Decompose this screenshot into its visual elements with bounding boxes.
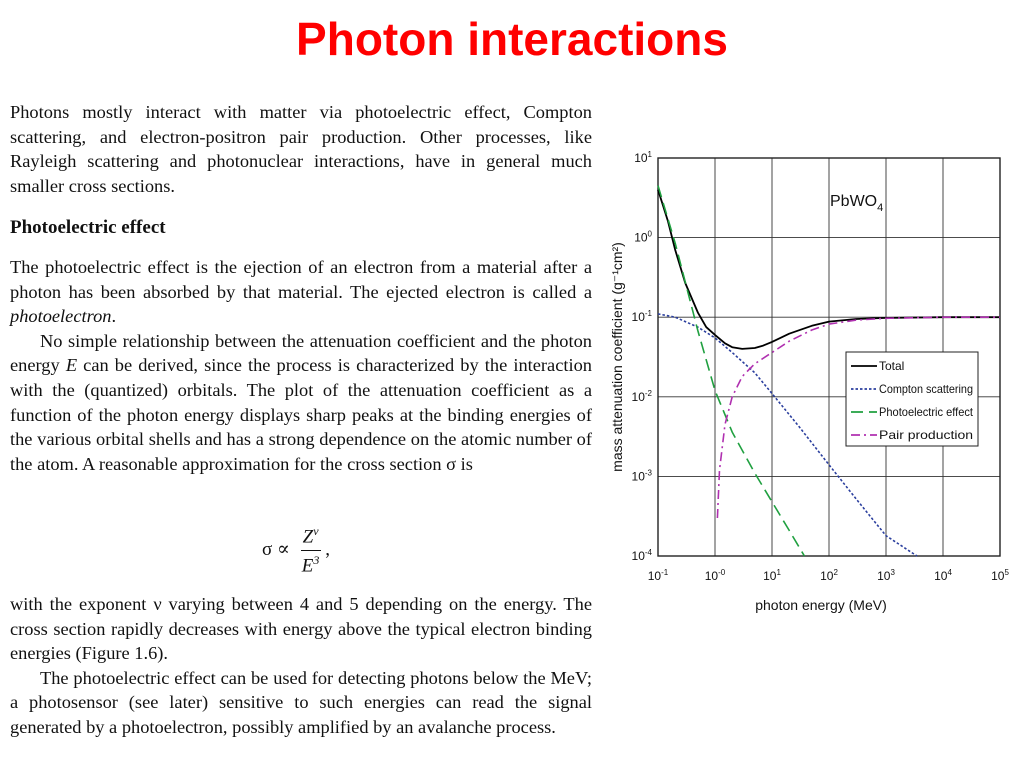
x-tick-label: 102 <box>820 568 838 583</box>
body-text-after: with the exponent ν varying between 4 an… <box>10 592 592 740</box>
y-tick-label: 101 <box>634 150 652 165</box>
paragraph-1: The photoelectric effect is the ejection… <box>10 255 592 329</box>
legend-entry: Compton scattering <box>879 382 973 396</box>
plot-frame <box>657 157 1001 557</box>
formula-denominator: E3 <box>301 553 320 577</box>
section-heading: Photoelectric effect <box>10 217 166 239</box>
legend-entry: Pair production <box>879 428 973 442</box>
body-text: Photons mostly interact with matter via … <box>10 100 592 476</box>
attenuation-chart: 10-1 10-0 101 102 103 104 105 101 100 10-1 10-2 10-… <box>609 150 1009 613</box>
x-tick-label: 104 <box>934 568 952 583</box>
p2-emphasis: E <box>65 355 78 376</box>
p1-emphasis: photoelectron <box>10 306 112 327</box>
y-tick-label: 10-2 <box>632 389 653 404</box>
paragraph-3: with the exponent ν varying between 4 an… <box>10 594 592 664</box>
formula-numerator: Zν <box>300 524 321 552</box>
paragraph-2: No simple relationship between the atten… <box>10 329 592 477</box>
y-tick-label: 10-3 <box>632 468 653 483</box>
series-line-total <box>657 189 1000 350</box>
legend-box <box>845 351 979 447</box>
paragraph-4: The photoelectric effect can be used for… <box>10 667 592 737</box>
y-axis-label: mass attenuation coefficient (g⁻¹cm²) <box>609 242 625 472</box>
formula-tail: , <box>325 539 331 561</box>
p2-text-b: can be derived, since the process is cha… <box>10 355 592 474</box>
p2-text-a: No simple relationship between the atten… <box>10 330 592 376</box>
slide-title: Photon interactions <box>296 13 728 65</box>
formula-lhs: σ ∝ <box>262 539 290 561</box>
y-tick-label: 10-1 <box>632 309 653 324</box>
legend-entry: Total <box>879 359 904 373</box>
p1-text-b: . <box>111 306 117 327</box>
cross-section-formula: σ ∝ Zν E3 , <box>262 524 330 578</box>
x-tick-label: 105 <box>991 568 1009 583</box>
x-tick-label: 103 <box>877 568 895 583</box>
intro-paragraph: Photons mostly interact with matter via … <box>10 102 592 196</box>
y-tick-label: 100 <box>634 230 652 245</box>
series-line-compton-scattering <box>657 313 918 557</box>
x-tick-label: 10-0 <box>705 568 726 583</box>
y-tick-label: 10-4 <box>632 548 653 563</box>
formula-fraction: Zν E3 <box>300 524 321 578</box>
legend-entry: Photoelectric effect <box>879 405 974 419</box>
x-tick-label: 101 <box>763 568 781 583</box>
x-tick-label: 10-1 <box>648 568 669 583</box>
chart-annotation: PbWO4 <box>830 193 883 214</box>
series-line-pair-production <box>716 316 1000 519</box>
p1-text-a: The photoelectric effect is the ejection… <box>10 256 592 302</box>
series-line-photoelectric-effect <box>657 185 806 557</box>
x-axis-label: photon energy (MeV) <box>755 597 887 613</box>
